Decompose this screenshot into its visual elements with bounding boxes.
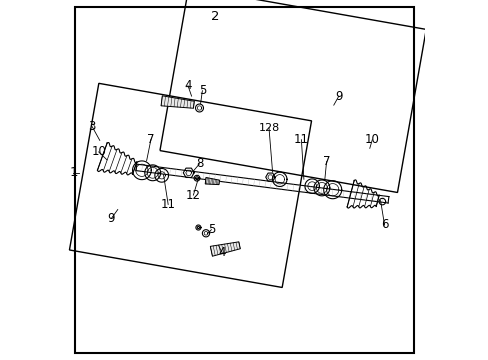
Text: 11: 11 bbox=[293, 133, 308, 146]
Text: 5: 5 bbox=[198, 84, 205, 97]
Text: 9: 9 bbox=[107, 212, 115, 225]
Text: 8: 8 bbox=[195, 157, 203, 170]
Text: 4: 4 bbox=[218, 246, 225, 259]
Polygon shape bbox=[205, 177, 219, 185]
Text: 4: 4 bbox=[184, 79, 191, 92]
Text: 12: 12 bbox=[185, 189, 201, 202]
Text: 9: 9 bbox=[334, 90, 342, 103]
Text: 11: 11 bbox=[161, 198, 175, 211]
Text: 128: 128 bbox=[258, 123, 279, 133]
Text: 10: 10 bbox=[91, 145, 106, 158]
Text: 6: 6 bbox=[380, 219, 387, 231]
Text: 2: 2 bbox=[211, 10, 220, 23]
Text: 7: 7 bbox=[322, 155, 330, 168]
Text: 10: 10 bbox=[364, 133, 379, 146]
Text: 1: 1 bbox=[69, 166, 78, 179]
Text: 3: 3 bbox=[88, 120, 96, 133]
Polygon shape bbox=[210, 242, 240, 256]
Polygon shape bbox=[161, 96, 194, 108]
Text: 7: 7 bbox=[147, 133, 154, 146]
Text: 5: 5 bbox=[207, 223, 215, 236]
